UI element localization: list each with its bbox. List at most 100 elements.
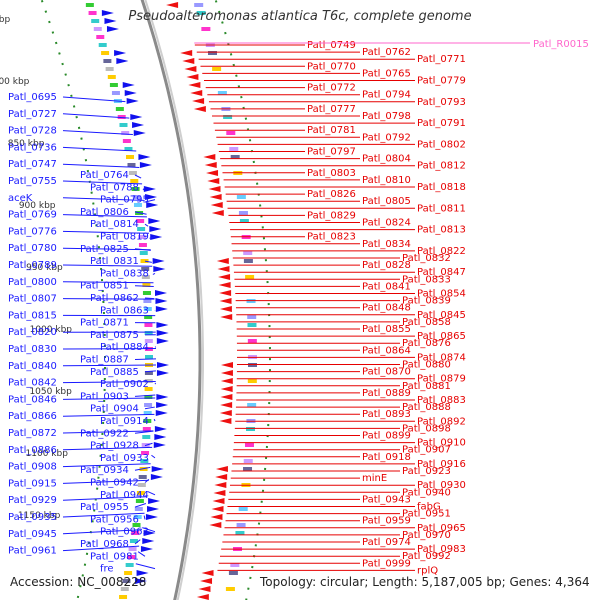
- gene-label-minus: Patl_0855: [362, 324, 411, 335]
- scale-tick-label: 800 kbp: [0, 77, 30, 87]
- gene-label-plus: Patl_0902: [100, 379, 149, 390]
- cog-feature-box: [123, 139, 131, 143]
- minus-strand-feature: [207, 178, 219, 184]
- minus-strand-feature: [198, 586, 210, 592]
- gene-label-plus: Patl_0800: [8, 277, 57, 288]
- cog-feature-box: [244, 259, 253, 263]
- leader-line: [155, 383, 156, 384]
- gene-label-minus: Patl_0811: [417, 203, 466, 214]
- minus-strand-feature: [197, 594, 209, 600]
- cog-feature-box: [212, 67, 221, 71]
- cog-feature-box: [142, 435, 150, 439]
- gene-label-minus: Patl_0943: [362, 494, 411, 505]
- gene-label-plus: Patl_0942: [90, 478, 139, 489]
- plus-strand-feature: [157, 370, 169, 376]
- minus-strand-feature: [180, 50, 192, 56]
- plus-strand-feature: [155, 426, 167, 432]
- plus-strand-feature: [156, 402, 168, 408]
- cog-feature-box: [237, 195, 246, 199]
- leader-line: [135, 175, 141, 178]
- cog-feature-box: [86, 3, 94, 7]
- cog-feature-box: [101, 51, 109, 55]
- gene-label-minus: Patl_0770: [307, 61, 356, 72]
- cog-feature-box: [237, 523, 246, 527]
- gene-label-minus: Patl_0777: [307, 104, 356, 115]
- leader-line: [153, 273, 155, 274]
- gene-label-minus: minE: [362, 473, 387, 484]
- gene-label-plus: Patl_0903: [80, 391, 129, 402]
- topology-info: Topology: circular; Length: 5,187,005 bp…: [260, 575, 590, 589]
- cog-feature-box: [248, 379, 257, 383]
- gene-label-plus: Patl_0955: [80, 502, 129, 513]
- cog-feature-box: [143, 291, 151, 295]
- cog-feature-box: [119, 123, 127, 127]
- leader-line: [136, 564, 155, 569]
- cog-feature-box: [127, 163, 135, 167]
- plus-strand-feature: [146, 514, 158, 520]
- minus-strand-feature: [192, 98, 204, 104]
- plus-strand-feature: [142, 538, 154, 544]
- cog-feature-box: [247, 315, 256, 319]
- gene-label-plus: Patl_0776: [8, 226, 57, 237]
- minus-strand-feature: [219, 418, 231, 424]
- plus-strand-feature: [138, 154, 150, 160]
- gene-label-minus: Patl_0802: [417, 139, 466, 150]
- leader-line: [145, 298, 154, 299]
- plus-strand-feature: [127, 98, 139, 104]
- gene-label-minus: Patl_0749: [307, 40, 356, 51]
- minus-strand-feature: [219, 290, 231, 296]
- gene-label-plus: Patl_0842: [8, 378, 57, 389]
- minus-strand-feature: [220, 314, 232, 320]
- gene-label-plus: Patl_0795: [100, 195, 149, 206]
- plus-strand-feature: [152, 466, 164, 472]
- minus-strand-feature: [213, 490, 225, 496]
- gene-label-minus: Patl_0841: [362, 281, 411, 292]
- gene-label-minus: Patl_0834: [362, 239, 411, 250]
- gene-label-minus: Patl_0959: [362, 516, 411, 527]
- cog-feature-box: [229, 147, 238, 151]
- gene-label-plus: Patl_0820: [8, 327, 57, 338]
- plus-strand-feature: [148, 498, 160, 504]
- plus-strand-feature: [144, 186, 156, 192]
- plus-strand-feature: [157, 330, 169, 336]
- cog-feature-box: [239, 211, 248, 215]
- plus-strand-feature: [107, 26, 119, 32]
- gene-label-plus: Patl_0887: [80, 355, 129, 366]
- cog-feature-box: [139, 243, 147, 247]
- gene-label-plus: Patl_0788: [90, 182, 139, 193]
- gene-label-plus: Patl_0935: [8, 512, 57, 523]
- gene-label-plus: Patl_0944: [100, 490, 149, 501]
- minus-strand-feature: [210, 514, 222, 520]
- gene-label-minus: Patl_0829: [307, 210, 356, 221]
- gene-label-plus: Patl_0872: [8, 428, 57, 439]
- minus-strand-feature: [186, 74, 198, 80]
- plus-strand-feature: [116, 58, 128, 64]
- cog-feature-box: [135, 507, 143, 511]
- gene-label-minus: Patl_0772: [307, 83, 356, 94]
- gene-label-minus: Patl_0794: [362, 90, 411, 101]
- gene-label-plus: Patl_0747: [8, 159, 57, 170]
- minus-strand-feature: [212, 210, 224, 216]
- gene-label-plus: Patl_0956: [90, 514, 139, 525]
- gene-label-minus: Patl_0974: [362, 537, 411, 548]
- gene-label-minus: Patl_0823: [307, 232, 356, 243]
- cog-feature-box: [108, 75, 116, 79]
- gene-label-minus: Patl_0813: [417, 225, 466, 236]
- gene-label-plus: Patl_0885: [90, 367, 139, 378]
- cog-feature-box: [106, 67, 114, 71]
- cog-feature-box: [141, 259, 149, 263]
- minus-strand-feature: [218, 274, 230, 280]
- minus-strand-feature: [190, 90, 202, 96]
- gene-label-plus: Patl_0871: [80, 318, 129, 329]
- gene-label-plus: Patl_0928: [90, 441, 139, 452]
- plus-strand-feature: [148, 218, 160, 224]
- rna-label: Patl_R0015: [533, 39, 589, 50]
- minus-strand-feature: [221, 378, 233, 384]
- plus-strand-feature: [134, 130, 146, 136]
- accession-label: Accession: NC_008228: [10, 575, 146, 589]
- cog-feature-box: [144, 323, 152, 327]
- gene-label-plus: Patl_0963: [100, 527, 149, 538]
- plus-strand-feature: [154, 442, 166, 448]
- plus-strand-feature: [157, 362, 169, 368]
